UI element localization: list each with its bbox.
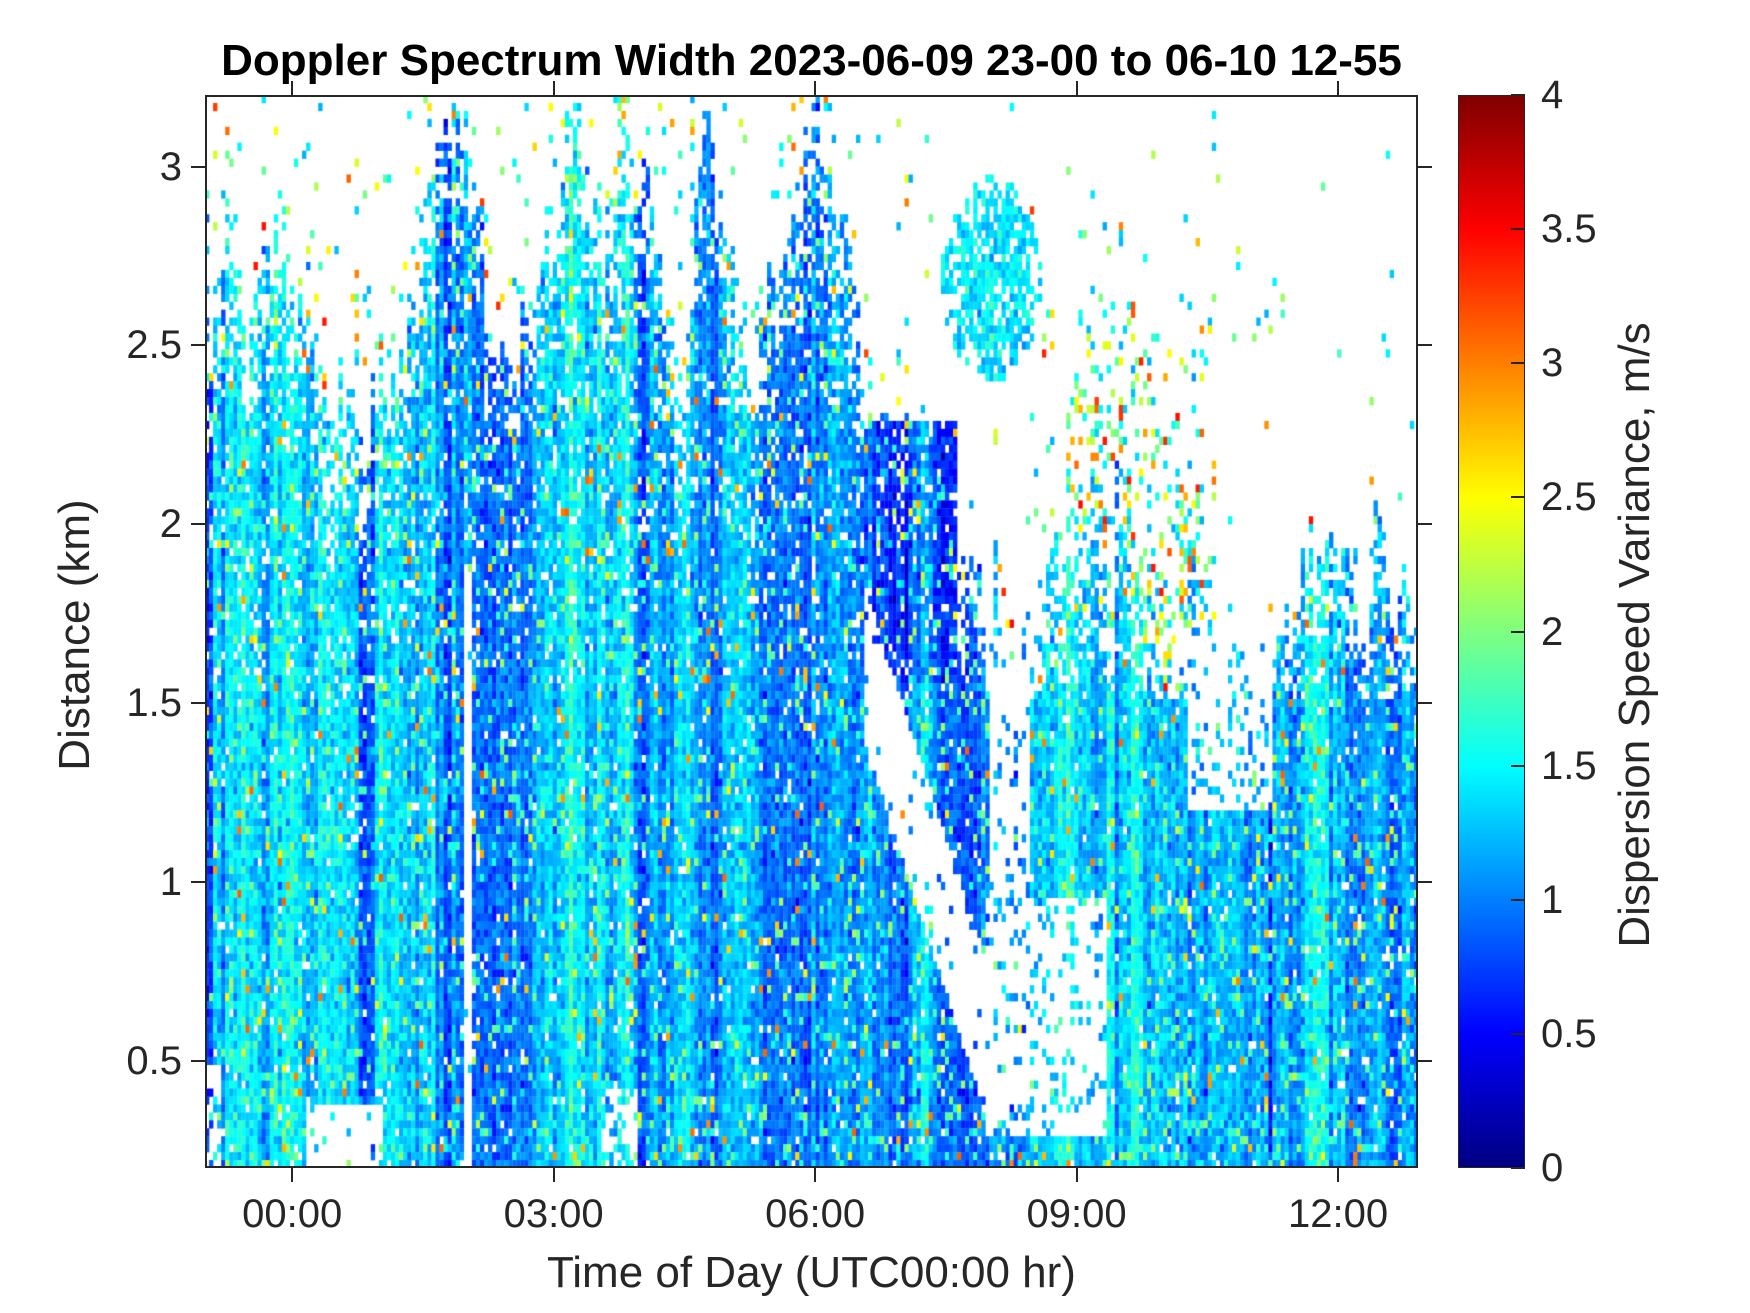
colorbar-label: Dispersion Speed Variance, m/s [1610,322,1659,948]
heatmap-canvas [205,95,1418,1168]
x-tick-label: 12:00 [1288,1192,1389,1236]
y-tick-mirror [1418,344,1432,347]
colorbar-tick [1511,94,1525,96]
y-tick [191,165,205,168]
y-tick-mirror [1418,702,1432,705]
x-tick [291,1168,294,1182]
y-tick-label: 0.5 [126,1038,182,1083]
x-tick-mirror [291,81,294,95]
x-tick-mirror [1075,81,1078,95]
colorbar-tick [1511,764,1525,767]
y-axis-label: Distance (km) [50,499,99,771]
y-tick [191,880,205,883]
y-tick-label: 3 [159,144,182,189]
x-tick-label: 09:00 [1026,1192,1127,1236]
x-tick [552,1168,555,1182]
y-tick [191,1059,205,1062]
x-axis-label: Time of Day (UTC00:00 hr) [547,1248,1076,1297]
x-tick-mirror [1337,81,1340,95]
colorbar-tick [1511,228,1525,231]
colorbar-tick-label: 4 [1541,73,1564,117]
x-tick-label: 00:00 [242,1192,343,1236]
colorbar-tick [1511,1032,1525,1035]
colorbar-tick-label: 2 [1541,609,1564,654]
y-tick-mirror [1418,523,1432,526]
y-tick-mirror [1418,1059,1432,1062]
x-tick-label: 03:00 [503,1192,604,1236]
y-tick [191,344,205,347]
colorbar-tick [1511,898,1525,901]
colorbar-tick-label: 1.5 [1541,743,1597,788]
colorbar-tick-label: 0.5 [1541,1011,1597,1056]
y-tick-label: 2 [159,502,182,547]
colorbar-tick-label: 2.5 [1541,475,1597,520]
colorbar-tick-label: 0 [1541,1146,1564,1190]
x-tick [1075,1168,1078,1182]
colorbar-tick [1511,1167,1525,1169]
y-tick-mirror [1418,165,1432,168]
colorbar-tick [1511,362,1525,365]
y-tick-label: 2.5 [126,323,182,368]
y-tick-mirror [1418,880,1432,883]
x-tick-label: 06:00 [765,1192,866,1236]
x-tick [1337,1168,1340,1182]
colorbar-tick-label: 1 [1541,877,1564,922]
colorbar-tick-label: 3.5 [1541,207,1597,252]
chart-title: Doppler Spectrum Width 2023-06-09 23-00 … [221,36,1402,85]
colorbar-tick-label: 3 [1541,341,1564,386]
y-tick-label: 1 [159,859,182,904]
colorbar-tick [1511,496,1525,499]
x-tick [814,1168,817,1182]
x-tick-mirror [814,81,817,95]
colorbar-tick [1511,630,1525,633]
y-tick-label: 1.5 [126,681,182,726]
y-tick [191,702,205,705]
y-tick [191,523,205,526]
x-tick-mirror [552,81,555,95]
